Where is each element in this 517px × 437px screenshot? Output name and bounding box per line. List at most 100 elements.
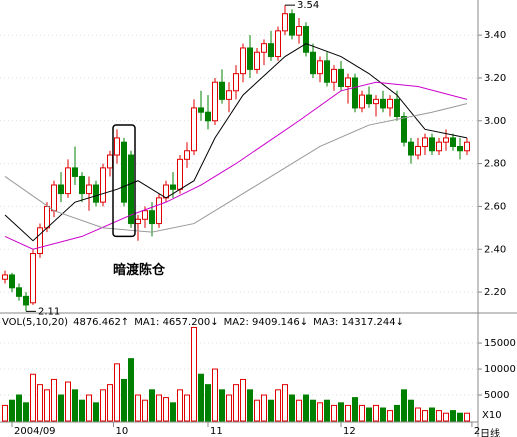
x-tick-label: 2 <box>474 426 480 437</box>
volume-bar <box>464 412 470 422</box>
volume-bar <box>457 412 463 422</box>
volume-bar <box>345 404 351 422</box>
volume-bar <box>240 378 246 422</box>
candle-body <box>457 145 463 152</box>
candle-body <box>156 197 162 225</box>
candle-body <box>394 98 400 117</box>
volume-bar <box>86 394 92 422</box>
candle-body <box>79 175 85 195</box>
candle-body <box>58 184 64 195</box>
x-tick-label: 12 <box>343 426 356 437</box>
volume-bar <box>247 389 253 422</box>
volume-bar <box>275 389 281 422</box>
volume-bar <box>170 402 176 422</box>
moving-average <box>4 103 468 233</box>
candle-body <box>317 60 323 75</box>
candle-body <box>142 210 148 220</box>
annotation: 暗渡陈仓 <box>113 262 166 278</box>
candle-body <box>352 77 358 109</box>
candle-body <box>387 98 393 109</box>
volume-bar <box>282 384 288 422</box>
candle-body <box>429 137 435 152</box>
volume-bar <box>198 373 204 422</box>
volume-bar <box>156 394 162 422</box>
volume-bar <box>373 404 379 422</box>
volume-bar <box>58 394 64 422</box>
candle-body <box>373 98 379 105</box>
volume-bar <box>310 399 316 422</box>
volume-bar <box>128 358 134 422</box>
candle-body <box>37 227 43 255</box>
candle-body <box>303 26 309 53</box>
volume-bar <box>443 412 449 422</box>
y-tick-label: 2.40 <box>484 244 506 255</box>
high-label: 3.54 <box>297 0 319 11</box>
volume-bar <box>268 399 274 422</box>
y-tick-label: 3.20 <box>484 73 506 84</box>
candle-body <box>296 26 302 36</box>
candle-body <box>9 274 15 289</box>
y-tick-label: 2.60 <box>484 201 506 212</box>
candle-body <box>51 184 57 212</box>
candle-body <box>289 13 295 36</box>
candle-body <box>450 137 456 147</box>
volume-legend: 4876.462↑ <box>73 317 129 328</box>
x-tick-label: 2004/09 <box>14 426 56 437</box>
low-label: 2.11 <box>38 306 60 317</box>
volume-bar <box>2 404 8 422</box>
volume-bar <box>100 389 106 422</box>
candle-body <box>338 68 344 88</box>
candle-body <box>2 274 8 280</box>
candle-body <box>16 287 22 297</box>
candle-body <box>436 141 442 152</box>
volume-bar <box>380 407 386 422</box>
candle-body <box>324 60 330 83</box>
volume-bar <box>177 389 183 422</box>
candle-body <box>107 154 113 169</box>
volume-bar <box>422 410 428 422</box>
volume-bar <box>9 399 15 422</box>
volume-bar <box>51 378 57 422</box>
volume-bar <box>72 389 78 422</box>
y2-unit: X10 <box>482 410 502 421</box>
candle-body <box>443 137 449 143</box>
candle-body <box>135 218 141 225</box>
volume-bar <box>107 384 113 422</box>
volume-legend: VOL(5,10,20) <box>2 317 68 328</box>
volume-bar <box>23 402 29 422</box>
volume-bar <box>429 407 435 422</box>
volume-bar <box>191 326 197 422</box>
candle-body <box>275 30 281 58</box>
volume-bar <box>387 410 393 422</box>
candle-body <box>170 184 176 190</box>
candle-body <box>247 47 253 70</box>
candle-body <box>23 295 29 306</box>
candle-body <box>380 98 386 109</box>
candle-body <box>401 115 407 143</box>
volume-bar <box>450 410 456 422</box>
candle-body <box>128 154 134 225</box>
annotation-box <box>112 124 136 238</box>
candle-body <box>345 77 351 88</box>
volume-bar <box>79 399 85 422</box>
candle-body <box>65 167 71 195</box>
volume-bar <box>121 378 127 422</box>
candle-body <box>254 51 260 70</box>
moving-average <box>4 81 468 250</box>
candle-body <box>212 81 218 122</box>
volume-bar <box>303 394 309 422</box>
candle-body <box>240 47 246 75</box>
volume-bar <box>184 394 190 422</box>
volume-legend: MA1: 4657.200↓ <box>134 317 218 328</box>
volume-bar <box>93 402 99 422</box>
y-tick-label: 2.80 <box>484 159 506 170</box>
moving-average <box>4 43 468 242</box>
volume-bar <box>289 394 295 422</box>
volume-bar <box>331 404 337 422</box>
volume-bar <box>366 407 372 422</box>
volume-bar <box>37 384 43 422</box>
candle-body <box>261 43 267 53</box>
volume-bar <box>44 389 50 422</box>
